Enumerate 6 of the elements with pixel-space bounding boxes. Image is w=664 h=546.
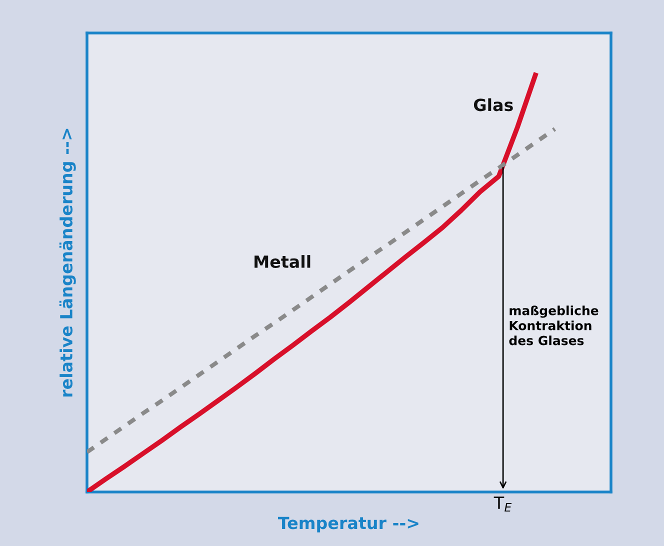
text: T$_{E}$: [494, 496, 512, 512]
series-label: Glas: [474, 98, 513, 112]
x-axis-title: Temperatur -->: [278, 516, 418, 532]
annotation: maßgebliche Kontraktion des Glases: [509, 306, 598, 346]
series-label: Metall: [254, 255, 310, 268]
y-axis-title: relative Längenänderung -->: [59, 128, 76, 396]
